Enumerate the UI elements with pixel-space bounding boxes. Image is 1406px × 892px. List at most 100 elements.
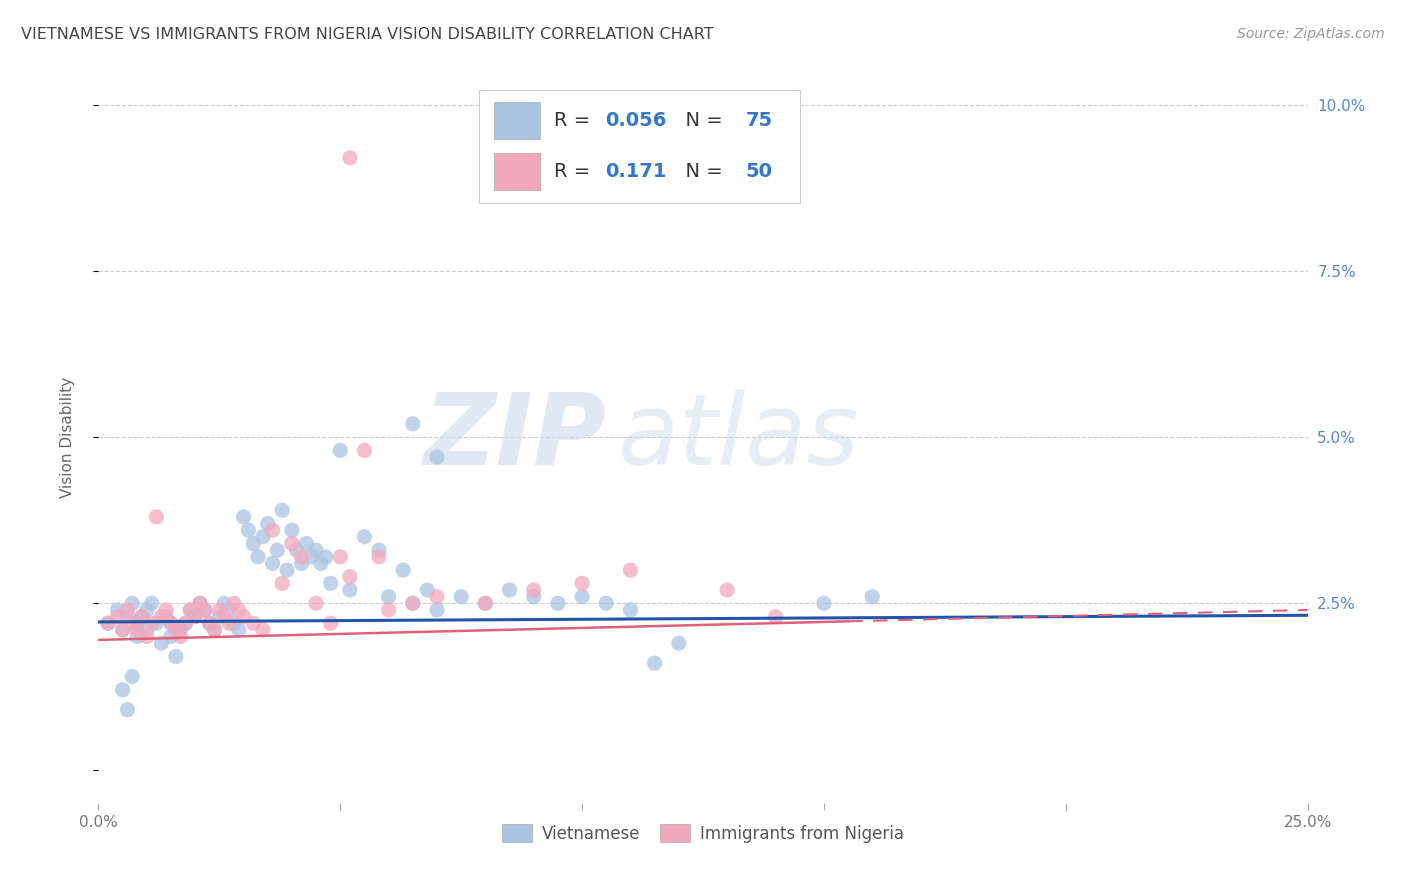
- Point: [232, 609, 254, 624]
- Point: [141, 616, 163, 631]
- Point: [299, 549, 322, 564]
- Point: [474, 596, 496, 610]
- Point: [281, 536, 304, 550]
- Point: [377, 603, 399, 617]
- Point: [218, 603, 240, 617]
- Point: [155, 603, 177, 617]
- Point: [305, 596, 328, 610]
- Point: [353, 443, 375, 458]
- Point: [145, 616, 167, 631]
- Point: [276, 563, 298, 577]
- Point: [135, 603, 157, 617]
- Point: [212, 609, 235, 624]
- Point: [416, 582, 439, 597]
- Point: [194, 603, 217, 617]
- Point: [242, 616, 264, 631]
- Point: [668, 636, 690, 650]
- Point: [179, 603, 201, 617]
- Point: [222, 596, 245, 610]
- Text: VIETNAMESE VS IMMIGRANTS FROM NIGERIA VISION DISABILITY CORRELATION CHART: VIETNAMESE VS IMMIGRANTS FROM NIGERIA VI…: [21, 27, 714, 42]
- Text: 0.056: 0.056: [605, 111, 666, 130]
- Point: [160, 616, 183, 631]
- Point: [228, 603, 250, 617]
- Point: [305, 543, 328, 558]
- Point: [271, 503, 294, 517]
- Text: N =: N =: [672, 162, 728, 181]
- Point: [426, 450, 449, 464]
- Point: [765, 609, 787, 624]
- Point: [247, 549, 270, 564]
- Point: [619, 603, 641, 617]
- Point: [107, 603, 129, 617]
- Point: [165, 623, 187, 637]
- Text: atlas: atlas: [619, 389, 860, 485]
- Point: [402, 417, 425, 431]
- Y-axis label: Vision Disability: Vision Disability: [60, 376, 75, 498]
- Text: N =: N =: [672, 111, 728, 130]
- Point: [208, 603, 231, 617]
- Point: [402, 596, 425, 610]
- Point: [252, 623, 274, 637]
- Point: [547, 596, 569, 610]
- Text: 0.171: 0.171: [605, 162, 666, 181]
- Point: [150, 609, 173, 624]
- Point: [315, 549, 337, 564]
- Point: [339, 570, 361, 584]
- Point: [121, 616, 143, 631]
- Point: [184, 609, 207, 624]
- Point: [141, 596, 163, 610]
- Point: [860, 590, 883, 604]
- Text: R =: R =: [554, 111, 596, 130]
- Point: [402, 596, 425, 610]
- Point: [353, 530, 375, 544]
- Point: [179, 603, 201, 617]
- Point: [498, 582, 520, 597]
- Point: [117, 609, 139, 624]
- Point: [145, 509, 167, 524]
- Point: [117, 703, 139, 717]
- Point: [97, 616, 120, 631]
- Point: [266, 543, 288, 558]
- Point: [222, 616, 245, 631]
- Text: R =: R =: [554, 162, 603, 181]
- Point: [127, 623, 149, 637]
- FancyBboxPatch shape: [494, 102, 540, 138]
- Point: [262, 557, 284, 571]
- Point: [285, 543, 308, 558]
- Point: [121, 669, 143, 683]
- Point: [319, 616, 342, 631]
- Point: [309, 557, 332, 571]
- Point: [198, 616, 221, 631]
- Point: [194, 603, 217, 617]
- Point: [131, 609, 153, 624]
- Point: [813, 596, 835, 610]
- Point: [571, 590, 593, 604]
- Point: [392, 563, 415, 577]
- Point: [290, 549, 312, 564]
- Text: 75: 75: [745, 111, 772, 130]
- Point: [238, 523, 260, 537]
- Point: [595, 596, 617, 610]
- Legend: Vietnamese, Immigrants from Nigeria: Vietnamese, Immigrants from Nigeria: [495, 818, 911, 849]
- Point: [716, 582, 738, 597]
- Point: [426, 603, 449, 617]
- Point: [329, 443, 352, 458]
- Point: [523, 590, 546, 604]
- Point: [155, 609, 177, 624]
- Point: [228, 623, 250, 637]
- Point: [377, 590, 399, 604]
- Text: Source: ZipAtlas.com: Source: ZipAtlas.com: [1237, 27, 1385, 41]
- Point: [111, 682, 134, 697]
- Point: [150, 636, 173, 650]
- Point: [339, 151, 361, 165]
- Point: [262, 523, 284, 537]
- Point: [619, 563, 641, 577]
- Point: [198, 616, 221, 631]
- Point: [131, 609, 153, 624]
- Point: [252, 530, 274, 544]
- Point: [450, 590, 472, 604]
- Point: [169, 623, 191, 637]
- Point: [368, 543, 391, 558]
- Text: 50: 50: [745, 162, 772, 181]
- Point: [339, 582, 361, 597]
